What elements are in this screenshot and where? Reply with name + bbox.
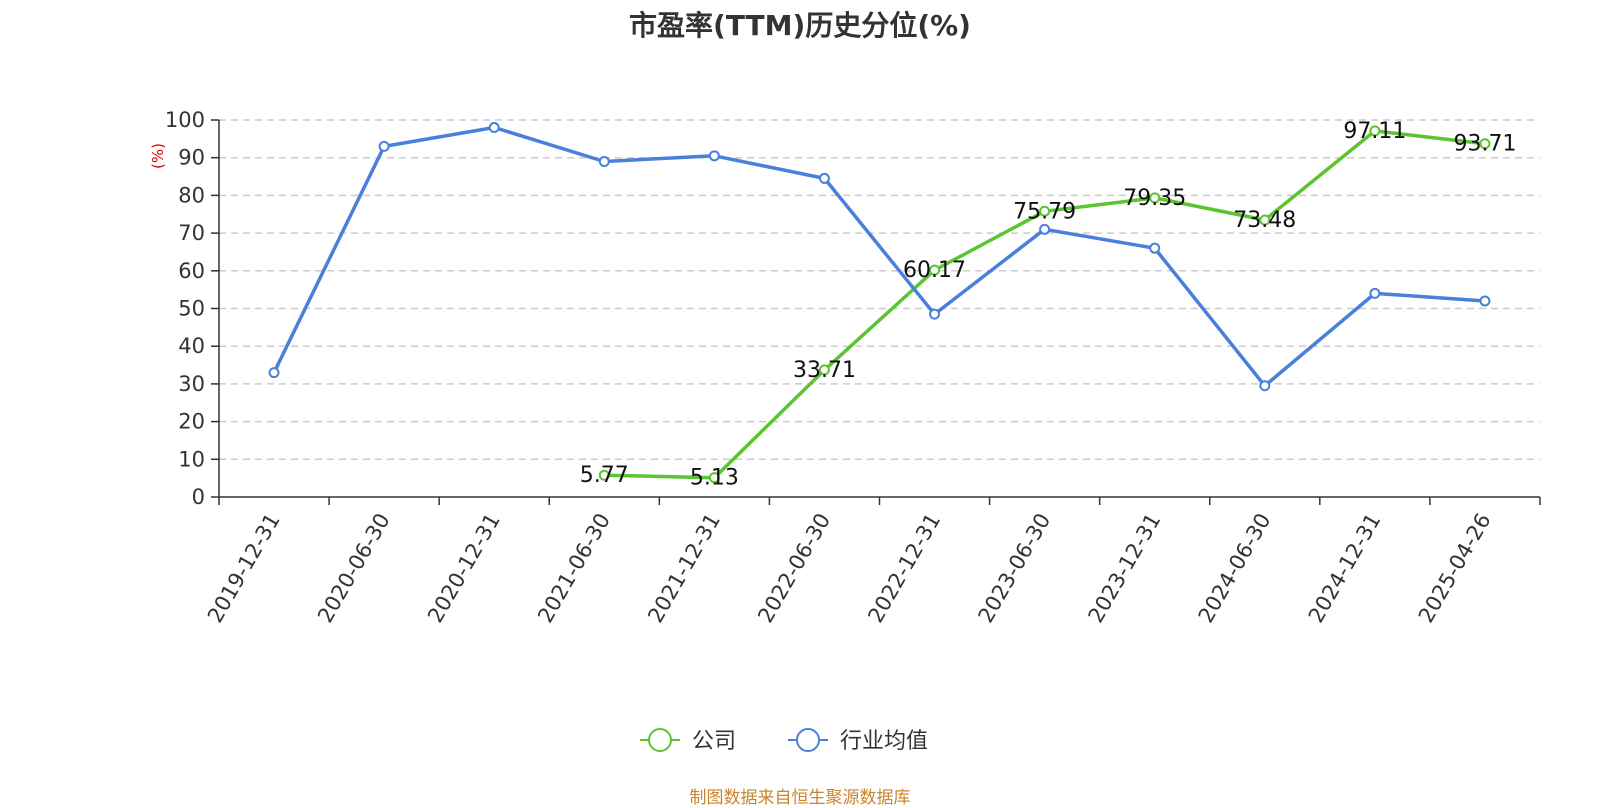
data-point (598, 155, 610, 167)
data-label: 93.71 (1453, 132, 1516, 157)
x-tick-label: 2023-12-31 (1084, 509, 1166, 627)
chart-title: 市盈率(TTM)历史分位(%) (629, 9, 971, 42)
series-lines (268, 122, 1491, 484)
legend-label: 公司 (692, 729, 736, 754)
y-tick-label: 0 (192, 485, 205, 509)
data-point (268, 367, 280, 379)
grid-lines (219, 119, 1540, 461)
y-tick-label: 30 (178, 372, 205, 396)
data-label: 60.17 (903, 258, 966, 283)
x-tick-label: 2021-12-31 (643, 509, 725, 627)
data-point (598, 469, 610, 481)
data-point (1259, 380, 1271, 392)
y-tick-label: 80 (178, 183, 205, 207)
series-line-1 (272, 125, 1486, 388)
data-label: 33.71 (793, 358, 856, 383)
data-label: 97.11 (1343, 119, 1406, 144)
data-point (929, 264, 941, 276)
x-tick-label: 2024-06-30 (1194, 509, 1276, 627)
y-tick-label: 10 (178, 447, 205, 471)
data-point (708, 150, 720, 162)
data-label: 5.13 (690, 466, 739, 491)
y-tick-label: 100 (165, 108, 205, 132)
data-label: 5.77 (580, 463, 629, 488)
data-labels: 5.77 5.13 33.71 60.17 75.79 79.35 73.48 97.11 93… (580, 119, 1517, 491)
data-point (378, 140, 390, 152)
y-tick-label: 50 (178, 297, 205, 321)
y-tick-label: 60 (178, 259, 205, 283)
data-point (1149, 192, 1161, 204)
data-point (488, 122, 500, 134)
data-point (708, 472, 720, 484)
data-point (1039, 223, 1051, 235)
x-tick-label: 2025-04-26 (1414, 509, 1496, 627)
data-label: 73.48 (1233, 208, 1296, 233)
legend-item-0[interactable]: 公司 (640, 728, 736, 754)
data-point (1369, 125, 1381, 137)
data-label: 79.35 (1123, 186, 1186, 211)
data-point (818, 364, 830, 376)
data-point (1259, 214, 1271, 226)
x-tick-label: 2024-12-31 (1304, 509, 1386, 627)
data-point (818, 172, 830, 184)
x-tick-label: 2022-12-31 (863, 509, 945, 627)
data-point (1369, 287, 1381, 299)
data-point (929, 308, 941, 320)
x-tick-label: 2023-06-30 (974, 509, 1056, 627)
series-line-0 (604, 129, 1486, 480)
x-tick-label: 2020-06-30 (313, 509, 395, 627)
x-tick-label: 2020-12-31 (423, 509, 505, 627)
y-tick-label: 40 (178, 334, 205, 358)
y-tick-label: 70 (178, 221, 205, 245)
source-note: 制图数据来自恒生聚源数据库 (689, 788, 911, 808)
x-tick-label: 2021-06-30 (533, 509, 615, 627)
data-point (1039, 205, 1051, 217)
legend-label: 行业均值 (840, 729, 928, 754)
legend: 公司 行业均值 (640, 728, 928, 754)
y-tick-label: 90 (178, 146, 205, 170)
legend-item-1[interactable]: 行业均值 (788, 728, 928, 754)
x-tick-label: 2022-06-30 (753, 509, 835, 627)
legend-marker-icon (796, 728, 820, 752)
y-axis-label: (%) (149, 143, 167, 169)
data-label: 75.79 (1013, 199, 1076, 224)
data-point (1149, 242, 1161, 254)
legend-marker-icon (648, 728, 672, 752)
y-tick-label: 20 (178, 410, 205, 434)
x-tick-label: 2019-12-31 (203, 509, 285, 627)
data-point (1479, 138, 1491, 150)
data-point (1479, 295, 1491, 307)
